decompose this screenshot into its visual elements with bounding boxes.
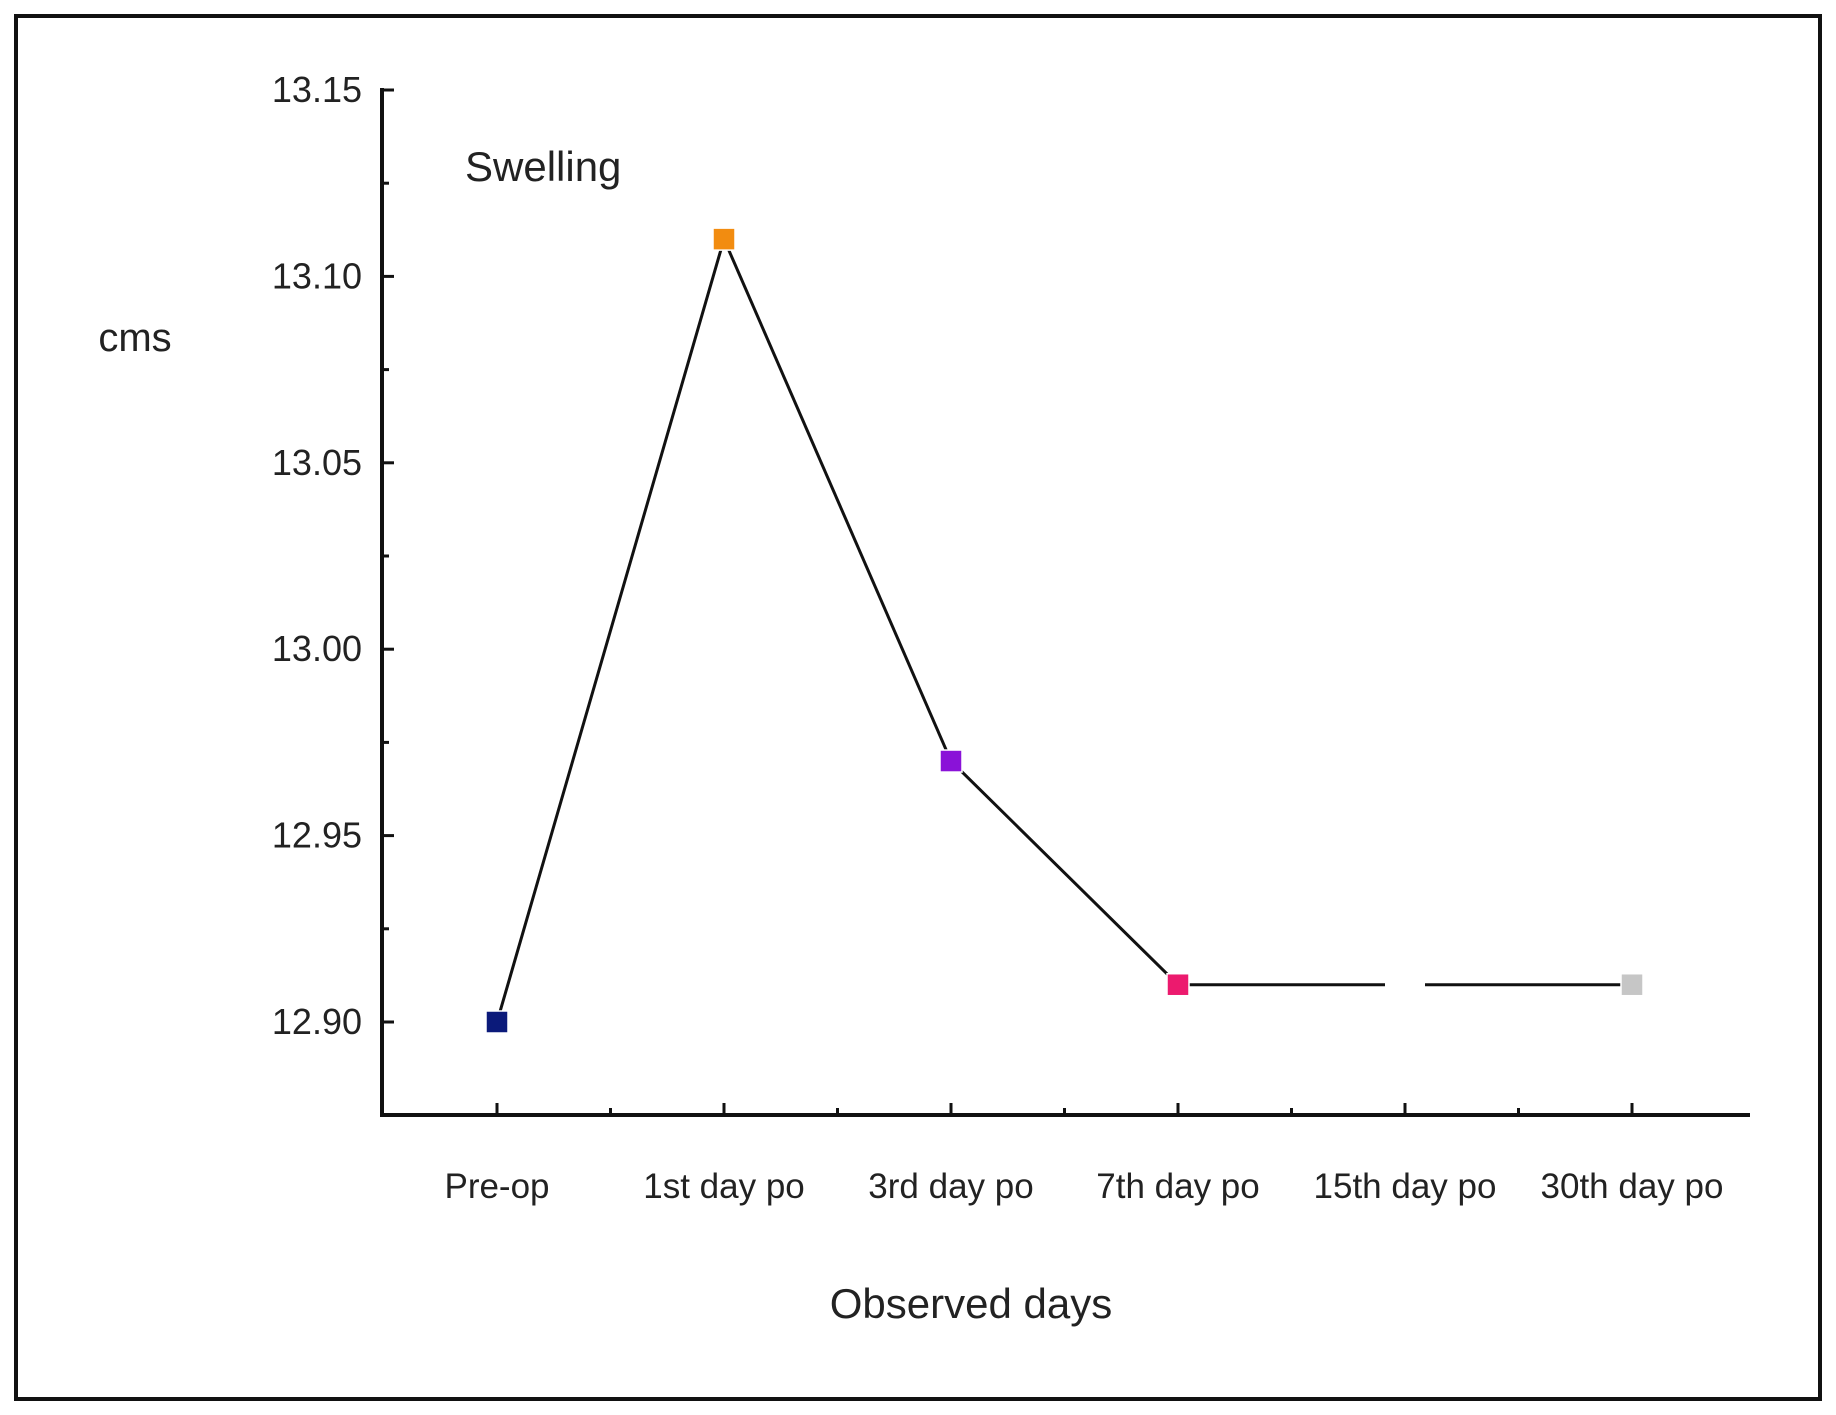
series-line-segment — [495, 238, 726, 1023]
data-point-marker — [1620, 972, 1644, 997]
y-tick-label: 13.00 — [272, 628, 362, 669]
x-tick-label: 1st day po — [643, 1167, 805, 1206]
y-tick-label: 12.95 — [272, 815, 362, 856]
chart-title: Swelling — [465, 143, 621, 190]
series-line-segment — [949, 759, 1180, 986]
series-line-segment — [722, 238, 953, 762]
data-point-marker — [485, 1010, 509, 1034]
swelling-line-chart: Swelling cms Observed days 13.15 13.10 13.… — [98, 69, 1750, 1327]
y-tick-label: 13.15 — [272, 69, 362, 110]
y-tick-label: 13.05 — [272, 442, 362, 483]
y-tick-label: 12.90 — [272, 1001, 362, 1042]
data-point-marker — [1166, 972, 1190, 997]
x-tick-label: 30th day po — [1541, 1167, 1724, 1206]
data-point-marker — [712, 227, 736, 251]
data-point-marker — [939, 749, 963, 773]
y-tick-label: 13.10 — [272, 255, 362, 296]
x-tick-label: Pre-op — [444, 1167, 549, 1206]
y-axis-label: cms — [98, 316, 171, 360]
x-tick-label: 3rd day po — [868, 1167, 1033, 1206]
figure-frame: Swelling cms Observed days 13.15 13.10 13.… — [14, 14, 1822, 1401]
x-axis-label: Observed days — [830, 1280, 1112, 1327]
x-tick-label: 15th day po — [1314, 1167, 1497, 1206]
x-tick-label: 7th day po — [1096, 1167, 1259, 1206]
